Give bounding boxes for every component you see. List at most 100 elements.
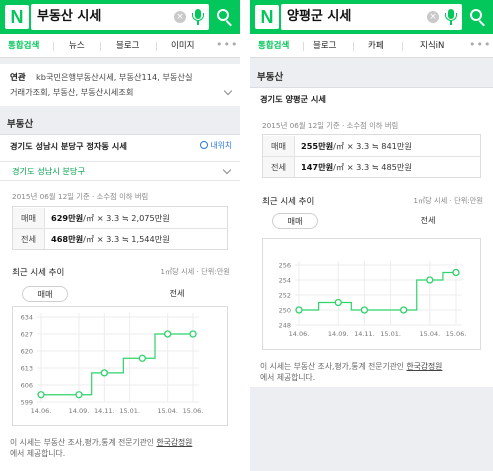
x-tick-label: 14.09. <box>69 407 90 415</box>
related-line-2[interactable]: 거래가조회, 부동산, 부동산시세조회 <box>10 87 134 97</box>
naver-logo[interactable]: N <box>5 5 29 29</box>
target-icon <box>200 141 209 149</box>
x-tick-label: 14.09. <box>328 330 349 338</box>
search-input[interactable]: 부동산 시세 × <box>31 4 209 30</box>
y-tick-label: 620 <box>21 348 33 356</box>
subregion-dropdown[interactable]: 경기도 성남시 분당구 <box>0 161 240 181</box>
trend-unit: 1㎡당 시세 · 단위:만원 <box>160 267 230 276</box>
x-tick-label: 14.11. <box>354 330 375 338</box>
search-button[interactable] <box>210 0 240 34</box>
data-point <box>334 298 342 307</box>
trend-tab-sale[interactable]: 매매 <box>22 286 68 302</box>
trend-chart-svg: 599 606 613 620 627 634 14.06. 14.09. 14.11. 15.0… <box>21 313 204 415</box>
x-tick-label: 15.06. <box>446 330 467 338</box>
data-point <box>37 391 45 399</box>
trend-tabs: 매매 전세 <box>12 286 228 302</box>
data-point <box>164 330 172 338</box>
x-tick-label: 15.04. <box>419 330 440 338</box>
trend-tab-jeonse[interactable]: 전세 <box>169 288 185 298</box>
y-tick-label: 613 <box>21 365 33 373</box>
card-header: 경기도 성남시 분당구 정자동 시세 내위치 <box>0 135 240 157</box>
more-tabs-icon[interactable]: ••• <box>216 38 239 51</box>
price-row-jeonse: 전세 468만원/㎡ × 3.3 ≒ 1,544만원 <box>13 229 227 249</box>
data-point <box>400 306 408 314</box>
trend-tab-jeonse[interactable]: 전세 <box>420 215 436 225</box>
microphone-icon[interactable] <box>444 9 458 25</box>
subregion-label: 경기도 성남시 분당구 <box>12 166 85 176</box>
card-header: 경기도 양평군 시세 <box>250 88 493 110</box>
data-point <box>75 391 83 399</box>
date-note: 2015년 06월 12일 기준 · 소수점 이하 버림 <box>262 121 399 130</box>
trend-title: 최근 시세 추이 <box>262 197 315 207</box>
clear-icon[interactable]: × <box>174 11 186 23</box>
more-tabs-icon[interactable]: ••• <box>469 38 492 51</box>
data-point <box>189 330 197 338</box>
search-result-panel-left: N 부동산 시세 × 통합검색 뉴스 블로그 이미지 ••• 연관 kb국민은행… <box>0 0 240 471</box>
region-title: 경기도 성남시 분당구 정자동 시세 <box>10 141 127 151</box>
related-line-1[interactable]: kb국민은행부동산시세, 부동산114, 부동산실 <box>36 72 193 82</box>
price-row-sale: 매매 629만원/㎡ × 3.3 ≒ 2,075만원 <box>13 208 227 228</box>
tab-cafe[interactable]: 카페 <box>368 41 384 51</box>
price-row-jeonse: 전세 147만원/㎡ × 3.3 ≒ 485만원 <box>263 157 480 177</box>
search-button[interactable] <box>463 0 493 34</box>
data-point <box>452 268 460 277</box>
search-input[interactable]: 양평군 시세 × <box>281 4 462 30</box>
data-point <box>100 369 108 377</box>
trend-tab-sale[interactable]: 매매 <box>272 213 318 229</box>
search-result-panel-right: N 양평군 시세 × 통합검색 블로그 카페 지식iN ••• 부동산 경기도 … <box>250 0 493 471</box>
related-searches: 연관 kb국민은행부동산시세, 부동산114, 부동산실 거래가조회, 부동산,… <box>0 64 240 106</box>
trend-chart: 248 250 252 254 256 14.06. 14.09. 14.11. 15.01. 1… <box>262 238 481 350</box>
price-card: 경기도 성남시 분당구 정자동 시세 내위치 경기도 성남시 분당구 2015년… <box>0 134 240 471</box>
tab-blog[interactable]: 블로그 <box>313 41 337 51</box>
y-tick-label: 250 <box>279 307 291 315</box>
x-tick-label: 14.11. <box>94 407 115 415</box>
tab-news[interactable]: 뉴스 <box>69 41 85 51</box>
price-table: 매매 255만원/㎡ × 3.3 ≒ 841만원 전세 147만원/㎡ × 3.… <box>262 134 481 178</box>
search-tabs: 통합검색 뉴스 블로그 이미지 ••• <box>0 34 240 58</box>
x-tick-label: 15.01. <box>119 407 140 415</box>
tab-blog[interactable]: 블로그 <box>116 41 140 51</box>
x-tick-label: 14.06. <box>31 407 52 415</box>
search-icon <box>470 9 482 21</box>
x-tick-label: 15.04. <box>157 407 178 415</box>
data-point <box>138 354 146 362</box>
price-table: 매매 629만원/㎡ × 3.3 ≒ 2,075만원 전세 468만원/㎡ × … <box>12 206 228 250</box>
y-tick-label: 599 <box>21 399 33 407</box>
section-title: 부동산 <box>257 72 284 83</box>
clear-icon[interactable]: × <box>427 11 439 23</box>
trend-title: 최근 시세 추이 <box>12 268 65 278</box>
y-tick-label: 634 <box>21 314 33 322</box>
trend-tabs: 매매 전세 <box>262 213 481 229</box>
chevron-down-icon[interactable] <box>223 86 233 96</box>
microphone-icon[interactable] <box>191 9 205 25</box>
region-title: 경기도 양평군 시세 <box>260 94 326 104</box>
series-line <box>299 271 456 311</box>
source-link[interactable]: 한국감정원 <box>156 438 193 447</box>
data-point <box>295 306 303 314</box>
x-tick-label: 15.06. <box>183 407 204 415</box>
search-query[interactable]: 부동산 시세 <box>37 9 102 24</box>
series-line <box>41 333 193 396</box>
search-query[interactable]: 양평군 시세 <box>287 9 352 24</box>
tab-integrated-search[interactable]: 통합검색 <box>258 41 290 51</box>
y-tick-label: 252 <box>279 292 291 300</box>
trend-chart-svg: 248 250 252 254 256 14.06. 14.09. 14.11. 15.01. 1… <box>279 261 467 338</box>
tab-knowledge-in[interactable]: 지식iN <box>420 41 445 51</box>
chevron-down-icon <box>222 165 232 175</box>
source-note: 이 시세는 부동산 조사,평가,통계 전문기관인 한국감정원 에서 제공합니다. <box>260 362 443 382</box>
naver-logo[interactable]: N <box>255 5 279 29</box>
tab-image[interactable]: 이미지 <box>171 41 195 51</box>
search-icon <box>217 9 229 21</box>
data-point <box>426 276 434 284</box>
y-tick-label: 256 <box>279 262 291 270</box>
trend-chart: 599 606 613 620 627 634 14.06. 14.09. 14.11. 15.0… <box>12 306 228 426</box>
date-note: 2015년 06월 12일 기준 · 소수점 이하 버림 <box>12 192 149 201</box>
section-title: 부동산 <box>7 119 34 130</box>
y-tick-label: 248 <box>279 322 291 330</box>
my-location-button[interactable]: 내위치 <box>200 135 232 157</box>
y-tick-label: 254 <box>279 277 291 285</box>
source-note: 이 시세는 부동산 조사,평가,통계 전문기관인 한국감정원 에서 제공합니다. <box>10 438 193 458</box>
tab-integrated-search[interactable]: 통합검색 <box>8 41 40 51</box>
source-link[interactable]: 한국감정원 <box>406 362 443 371</box>
x-tick-label: 15.01. <box>380 330 401 338</box>
